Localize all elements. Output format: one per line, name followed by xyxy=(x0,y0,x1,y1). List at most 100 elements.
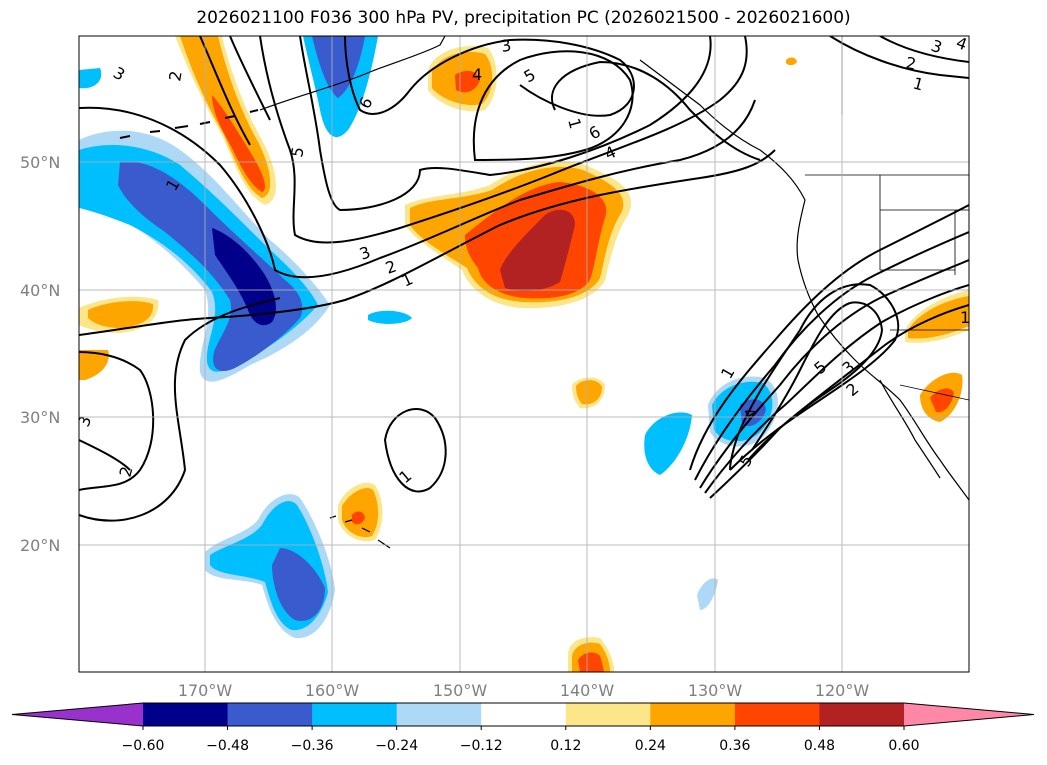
contour-label: 2 xyxy=(116,464,137,479)
contour-label: 3 xyxy=(499,35,512,55)
lon-label: 120°W xyxy=(815,681,870,700)
pos-region-north-core xyxy=(212,95,266,192)
lat-label: 50°N xyxy=(20,153,60,172)
contour-east-inner-2 xyxy=(747,301,884,461)
baja-peninsula xyxy=(879,379,941,479)
alaska-coast xyxy=(259,36,446,111)
colorbar-tick-label: 0.24 xyxy=(635,738,666,754)
graticule xyxy=(79,36,969,672)
neg-region-north-core xyxy=(312,36,365,98)
neg-region-east-core xyxy=(740,399,766,427)
contour-label: 3 xyxy=(357,242,373,263)
contour-label: 1 xyxy=(717,364,739,382)
lat-label: 20°N xyxy=(20,536,60,555)
colorbar-tick-label: −0.36 xyxy=(291,738,334,754)
contour-east-2 xyxy=(694,231,969,481)
contour-label: 1 xyxy=(564,116,585,131)
colorbar-tick-label: 0.12 xyxy=(550,738,581,754)
colorbar-tick-label: −0.24 xyxy=(375,738,418,754)
contour-east-inner xyxy=(729,283,900,471)
contour-label: 2 xyxy=(904,53,917,73)
contour-east-5 xyxy=(709,304,969,499)
contour-west-low xyxy=(79,351,155,491)
contour-west-3 xyxy=(259,36,748,244)
contour-west-2 xyxy=(79,99,756,279)
lon-label: 130°W xyxy=(688,681,743,700)
mexico-border xyxy=(899,384,969,401)
contour-label: 3 xyxy=(929,36,945,57)
colorbar-tick-label: 0.36 xyxy=(719,738,750,754)
contour-nw-far xyxy=(829,36,969,79)
pos-region-east-mid xyxy=(908,296,969,339)
contour-west-inner-2 xyxy=(79,439,131,471)
alaska-panhandle xyxy=(639,59,806,201)
lon-label: 150°W xyxy=(433,681,488,700)
contour-label: 5 xyxy=(810,357,830,378)
contour-label: 4 xyxy=(472,65,482,84)
colorbar-tick-label: −0.48 xyxy=(206,738,249,754)
contour-west-1 xyxy=(79,149,776,336)
contour-east-1 xyxy=(689,204,969,471)
hawaii-islands xyxy=(329,515,391,549)
contour-east-4 xyxy=(704,284,969,494)
latitude-labels: 50°N 40°N 30°N 20°N xyxy=(20,153,60,555)
pos-region-left-edge xyxy=(79,350,109,380)
pos-region-hawaii-core xyxy=(352,511,365,525)
lon-label: 140°W xyxy=(560,681,615,700)
shading-positive xyxy=(79,36,969,672)
contour-label: 3 xyxy=(110,63,128,85)
pos-region-bottom-core xyxy=(578,652,604,672)
map-plot-area: 1 1 1 1 1 1 1 2 2 2 2 2 3 3 3 3 3 3 4 4 … xyxy=(74,35,969,672)
colorbar-segment xyxy=(396,703,482,726)
lon-label: 160°W xyxy=(305,681,360,700)
lon-label: 170°W xyxy=(178,681,233,700)
contour-label: 2 xyxy=(842,379,862,400)
lat-label: 30°N xyxy=(20,408,60,427)
pos-region-small-a-mid xyxy=(576,380,602,405)
neg-region-west-deep xyxy=(212,228,276,326)
pos-region-top-core xyxy=(455,70,480,93)
contour-label: 1 xyxy=(911,74,926,95)
pos-region-southeast-core xyxy=(930,388,954,413)
pv-contours xyxy=(79,36,969,522)
colorbar-tick-label: 0.48 xyxy=(804,738,835,754)
colorbar-segment xyxy=(565,703,651,726)
pos-region-center-core xyxy=(500,209,575,291)
plot-frame xyxy=(78,35,970,673)
contour-west-big xyxy=(79,297,281,522)
neg-region-small-a xyxy=(368,310,412,324)
colorbar-segment xyxy=(143,703,229,726)
colorbar-segment xyxy=(312,703,398,726)
contour-label: 6 xyxy=(586,122,604,144)
colorbar-extend-low xyxy=(12,703,143,726)
neg-region-south-core xyxy=(272,548,325,622)
contour-1-upper xyxy=(551,60,761,161)
north-america-west-coast xyxy=(796,199,969,501)
contour-label: 3 xyxy=(74,413,95,429)
contour-label: 1 xyxy=(395,466,415,487)
colorbar-segment xyxy=(734,703,820,726)
contour-north-6 xyxy=(229,36,271,121)
longitude-labels: 170°W 160°W 150°W 140°W 130°W 120°W xyxy=(178,681,870,700)
neg-region-small-b xyxy=(697,578,718,610)
contour-west-5 xyxy=(344,36,635,117)
coastlines xyxy=(119,36,969,549)
contour-label: 2 xyxy=(165,69,185,82)
pos-region-left-mid xyxy=(88,301,154,328)
contour-label: 2 xyxy=(383,256,399,277)
colorbar-segment xyxy=(227,703,313,726)
contour-west-4 xyxy=(299,36,712,212)
contour-sw-loop xyxy=(383,408,447,493)
colorbar-tick-label: −0.60 xyxy=(122,738,165,754)
pos-region-dot xyxy=(786,57,797,66)
contour-label: 1 xyxy=(399,269,416,291)
contour-nw-far-2 xyxy=(879,36,969,63)
neg-region-corner xyxy=(79,68,102,89)
contour-label: 5 xyxy=(521,65,539,87)
colorbar-segment xyxy=(819,703,905,726)
state-borders xyxy=(879,175,969,331)
colorbar-segment xyxy=(481,703,567,726)
contour-label: 5 xyxy=(287,145,307,158)
lat-label: 40°N xyxy=(20,281,60,300)
